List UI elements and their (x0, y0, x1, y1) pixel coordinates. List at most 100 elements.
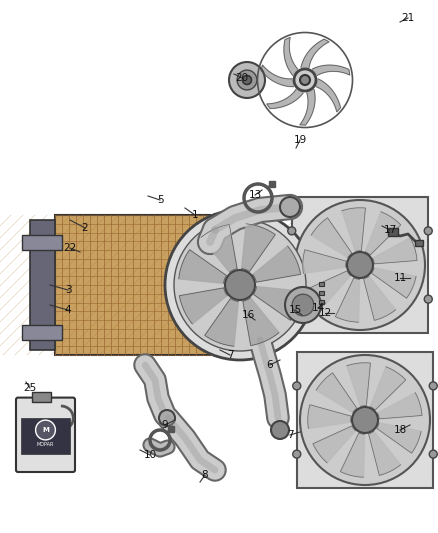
Text: 22: 22 (64, 243, 77, 253)
Circle shape (429, 382, 437, 390)
Circle shape (165, 210, 315, 360)
Polygon shape (372, 268, 416, 298)
Circle shape (300, 355, 430, 485)
Bar (297, 352, 433, 488)
Bar (30, 220, 55, 350)
Polygon shape (369, 431, 401, 475)
Polygon shape (205, 298, 238, 346)
Polygon shape (365, 212, 401, 255)
Polygon shape (300, 90, 315, 125)
Polygon shape (254, 287, 301, 320)
Circle shape (424, 295, 432, 303)
Circle shape (280, 197, 300, 217)
Polygon shape (253, 246, 300, 282)
Polygon shape (336, 278, 360, 322)
Circle shape (229, 62, 265, 98)
Bar (319, 290, 324, 295)
Text: 25: 25 (23, 383, 37, 393)
Bar (319, 281, 324, 286)
Polygon shape (364, 276, 396, 320)
Bar (210, 220, 230, 350)
Bar (292, 197, 428, 333)
Bar (319, 300, 324, 304)
Circle shape (288, 295, 296, 303)
Text: 18: 18 (393, 425, 406, 435)
Bar (32, 392, 51, 401)
Polygon shape (347, 363, 371, 407)
Circle shape (285, 287, 321, 323)
Circle shape (293, 382, 301, 390)
Text: 4: 4 (65, 305, 71, 315)
Polygon shape (340, 433, 365, 477)
Polygon shape (201, 224, 237, 272)
Circle shape (300, 75, 310, 85)
Circle shape (424, 227, 432, 235)
Circle shape (293, 450, 301, 458)
Text: 11: 11 (393, 273, 406, 283)
Polygon shape (313, 426, 356, 463)
Polygon shape (242, 224, 275, 271)
Text: 1: 1 (192, 210, 198, 220)
Text: MOPAR: MOPAR (37, 442, 54, 447)
Circle shape (347, 252, 373, 278)
Polygon shape (378, 393, 422, 419)
Circle shape (159, 410, 175, 426)
Text: 12: 12 (318, 308, 332, 318)
Text: 17: 17 (383, 225, 397, 235)
Polygon shape (180, 288, 227, 324)
Polygon shape (373, 238, 417, 264)
Text: 5: 5 (157, 195, 163, 205)
Polygon shape (308, 405, 351, 429)
Text: 3: 3 (65, 285, 71, 295)
Text: 15: 15 (288, 305, 302, 315)
Text: 10: 10 (143, 450, 156, 460)
Circle shape (292, 294, 314, 316)
Polygon shape (377, 423, 421, 453)
Polygon shape (267, 90, 303, 109)
FancyBboxPatch shape (16, 398, 75, 472)
Circle shape (429, 450, 437, 458)
Polygon shape (316, 373, 357, 413)
Bar (55, 215, 210, 355)
Bar (21, 418, 70, 454)
Text: 21: 21 (401, 13, 415, 23)
Polygon shape (261, 65, 294, 87)
Circle shape (35, 420, 55, 440)
Polygon shape (308, 271, 350, 308)
Text: 7: 7 (227, 350, 233, 360)
Text: 7: 7 (287, 430, 293, 440)
Circle shape (288, 227, 296, 235)
Polygon shape (284, 37, 298, 75)
Circle shape (295, 200, 425, 330)
Text: M: M (42, 427, 49, 433)
Polygon shape (303, 250, 346, 273)
Text: 8: 8 (201, 470, 208, 480)
Circle shape (174, 219, 306, 351)
Bar (22, 325, 62, 340)
Polygon shape (342, 208, 365, 252)
Text: 20: 20 (236, 73, 248, 83)
Circle shape (294, 69, 316, 91)
Text: 16: 16 (241, 310, 254, 320)
Polygon shape (316, 79, 341, 112)
Circle shape (352, 407, 378, 433)
Polygon shape (311, 218, 352, 257)
Circle shape (243, 76, 251, 85)
Circle shape (271, 421, 289, 439)
Text: 6: 6 (267, 360, 273, 370)
Bar (388, 228, 398, 236)
Text: 9: 9 (162, 420, 168, 430)
Bar (415, 240, 423, 246)
Polygon shape (243, 298, 279, 345)
Polygon shape (301, 39, 329, 68)
Text: 2: 2 (82, 223, 88, 233)
Polygon shape (312, 65, 350, 75)
Polygon shape (370, 367, 406, 410)
Text: 13: 13 (248, 190, 261, 200)
Text: 14: 14 (311, 303, 325, 313)
Text: 19: 19 (293, 135, 307, 145)
Bar (22, 235, 62, 250)
Polygon shape (179, 250, 226, 284)
Circle shape (225, 270, 255, 300)
Circle shape (237, 70, 257, 90)
